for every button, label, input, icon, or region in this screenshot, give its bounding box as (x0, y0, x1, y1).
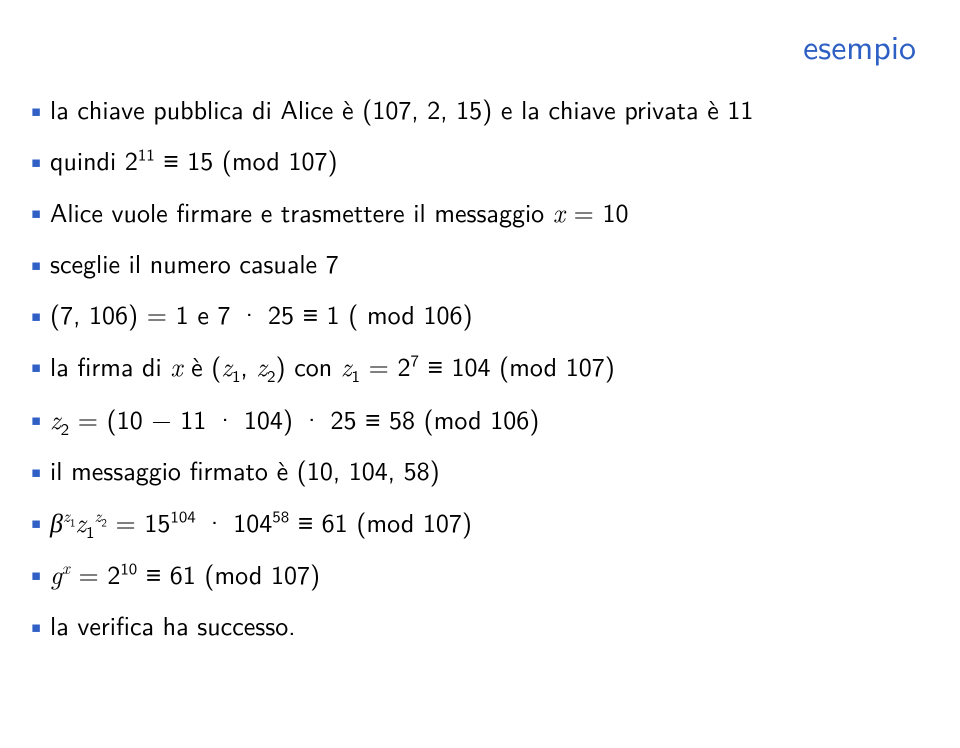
slide: esempio la chiave pubblica di Alice è (1… (0, 0, 960, 748)
list-item: la verifica ha successo. (26, 608, 924, 643)
list-item: quindi 211 ≡ 15 (mod 107) (26, 143, 924, 178)
list-item: (7, 106) = 1 e 7 · 25 ≡ 1 ( mod 106) (26, 297, 924, 332)
list-item: z2 = (10 − 11 · 104) · 25 ≡ 58 (mod 106) (26, 401, 924, 437)
slide-title: esempio (20, 20, 916, 70)
list-item: sceglie il numero casuale 7 (26, 246, 924, 281)
list-item: Alice vuole firmare e trasmettere il mes… (26, 194, 924, 230)
list-item: la firma di x è (z1, z2) con z1 = 27 ≡ 1… (26, 348, 924, 384)
list-item: il messaggio firmato è (10, 104, 58) (26, 453, 924, 488)
list-item: la chiave pubblica di Alice è (107, 2, 1… (26, 92, 924, 127)
list-item: gx = 210 ≡ 61 (mod 107) (26, 556, 924, 592)
list-item: βz1z1z2 = 15104 · 10458 ≡ 61 (mod 107) (26, 504, 924, 540)
bullet-list: la chiave pubblica di Alice è (107, 2, 1… (20, 92, 924, 643)
